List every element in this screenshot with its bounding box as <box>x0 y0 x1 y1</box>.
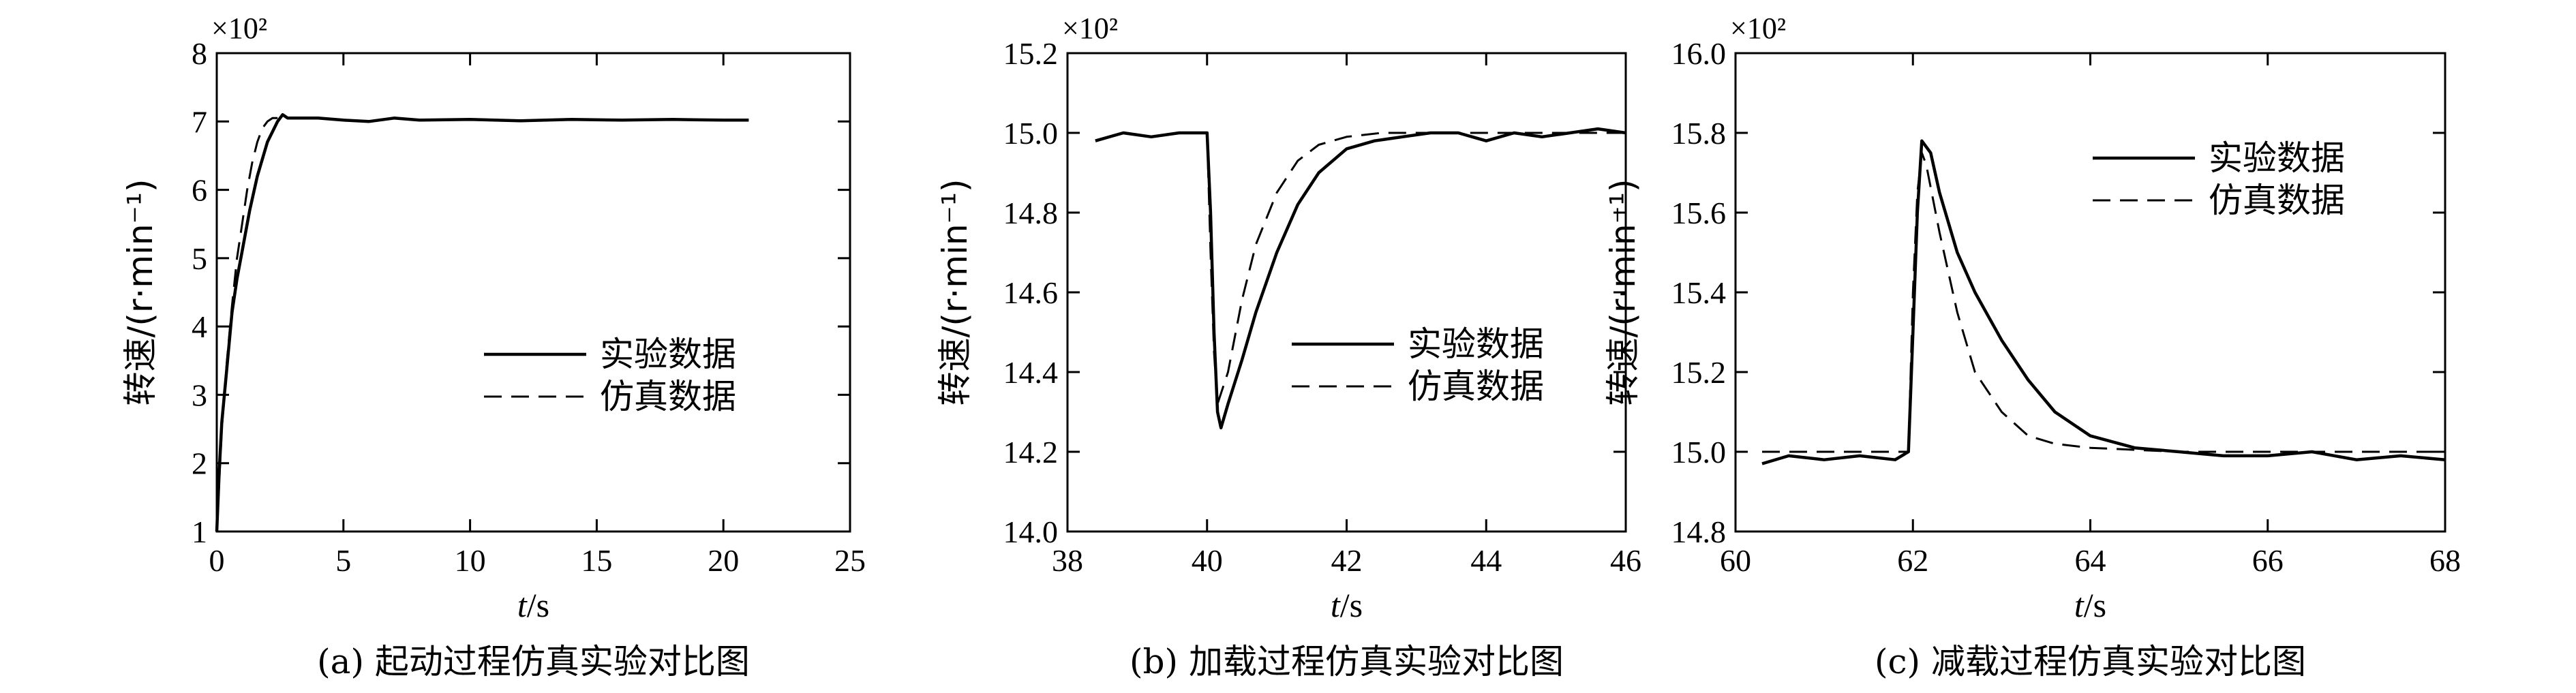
x-axis-label: t/s <box>2074 586 2106 624</box>
y-tick-label: 14.2 <box>1003 435 1059 469</box>
y-tick-label: 15.6 <box>1671 196 1727 230</box>
panel-caption: (a) 起动过程仿真实验对比图 <box>317 642 750 681</box>
y-tick-label: 2 <box>192 446 207 481</box>
x-tick-label: 44 <box>1470 543 1502 578</box>
chart-panel-1: 0 5 10 15 20 25 1 2 3 4 5 6 7 8×10² 转速/(r·min⁻¹) t/s (a)… <box>121 12 866 681</box>
legend-label-1: 实验数据 <box>2209 138 2345 178</box>
series-line-1 <box>215 113 749 532</box>
chart-panel-2: 38 40 42 44 46 14.0 14.2 14.4 14.6 14.8 15.0 15.2×1… <box>935 12 1641 681</box>
plot-frame <box>1066 52 1627 533</box>
y-tick-label: 16.0 <box>1671 36 1727 71</box>
series-line-1 <box>1761 139 2446 465</box>
y-tick-label: 6 <box>192 173 207 208</box>
y-axis-label: 转速/(r·min⁻¹) <box>1603 179 1643 405</box>
x-axis-label: t/s <box>517 586 549 624</box>
y-tick-label: 14.4 <box>1003 355 1059 390</box>
legend-label-2: 仿真数据 <box>2209 181 2345 220</box>
panel-caption: (b) 加载过程仿真实验对比图 <box>1130 642 1564 681</box>
y-tick-label: 15.4 <box>1671 275 1727 310</box>
x-tick-label: 66 <box>2252 543 2284 578</box>
y-tick-label: 15.8 <box>1671 116 1727 151</box>
axis-multiplier: ×10² <box>1062 12 1118 45</box>
y-tick-label: 3 <box>192 378 207 412</box>
x-tick-label: 10 <box>455 543 486 578</box>
x-tick-label: 68 <box>2429 543 2461 578</box>
plot-frame <box>1734 52 2446 533</box>
series-line-2 <box>1206 132 1626 405</box>
x-tick-label: 46 <box>1610 543 1641 578</box>
x-tick-label: 25 <box>834 543 866 578</box>
y-tick-label: 14.8 <box>1671 514 1727 549</box>
y-tick-label: 15.0 <box>1671 435 1727 469</box>
x-axis-label: t/s <box>1331 586 1363 624</box>
y-tick-label: 5 <box>192 241 207 276</box>
x-tick-label: 62 <box>1897 543 1928 578</box>
x-tick-label: 42 <box>1331 543 1363 578</box>
legend-label-1: 实验数据 <box>1408 324 1544 364</box>
series-line-1 <box>1095 127 1626 430</box>
y-tick-label: 14.8 <box>1003 196 1059 230</box>
series-line-2 <box>1762 151 2445 453</box>
x-tick-label: 15 <box>581 543 612 578</box>
y-tick-label: 15.0 <box>1003 116 1059 151</box>
x-tick-label: 40 <box>1192 543 1223 578</box>
y-axis-label: 转速/(r·min⁻¹) <box>121 179 160 405</box>
x-tick-label: 64 <box>2075 543 2106 578</box>
axis-multiplier: ×10² <box>1730 12 1786 45</box>
y-tick-label: 1 <box>192 514 207 549</box>
y-axis-label: 转速/(r·min⁻¹) <box>935 179 975 405</box>
legend-label-2: 仿真数据 <box>600 377 736 416</box>
axis-multiplier: ×10² <box>211 12 267 45</box>
x-tick-label: 5 <box>335 543 351 578</box>
x-tick-label: 20 <box>708 543 739 578</box>
y-tick-label: 15.2 <box>1671 355 1727 390</box>
x-tick-label: 60 <box>1720 543 1751 578</box>
x-tick-label: 0 <box>209 543 225 578</box>
x-tick-label: 38 <box>1052 543 1083 578</box>
y-tick-label: 8 <box>192 36 207 71</box>
panel-caption: (c) 减载过程仿真实验对比图 <box>1875 642 2306 681</box>
y-tick-label: 14.6 <box>1003 275 1059 310</box>
y-tick-label: 4 <box>192 309 207 344</box>
plot-frame <box>215 52 851 533</box>
legend-label-1: 实验数据 <box>600 335 736 374</box>
series-line-2 <box>215 117 278 532</box>
y-tick-label: 7 <box>192 104 207 139</box>
y-tick-label: 15.2 <box>1003 36 1059 71</box>
y-tick-label: 14.0 <box>1003 514 1059 549</box>
legend-label-2: 仿真数据 <box>1408 367 1544 406</box>
chart-panel-3: 60 62 64 66 68 14.8 15.0 15.2 15.4 15.6 15.8 16.0×1… <box>1603 12 2461 681</box>
